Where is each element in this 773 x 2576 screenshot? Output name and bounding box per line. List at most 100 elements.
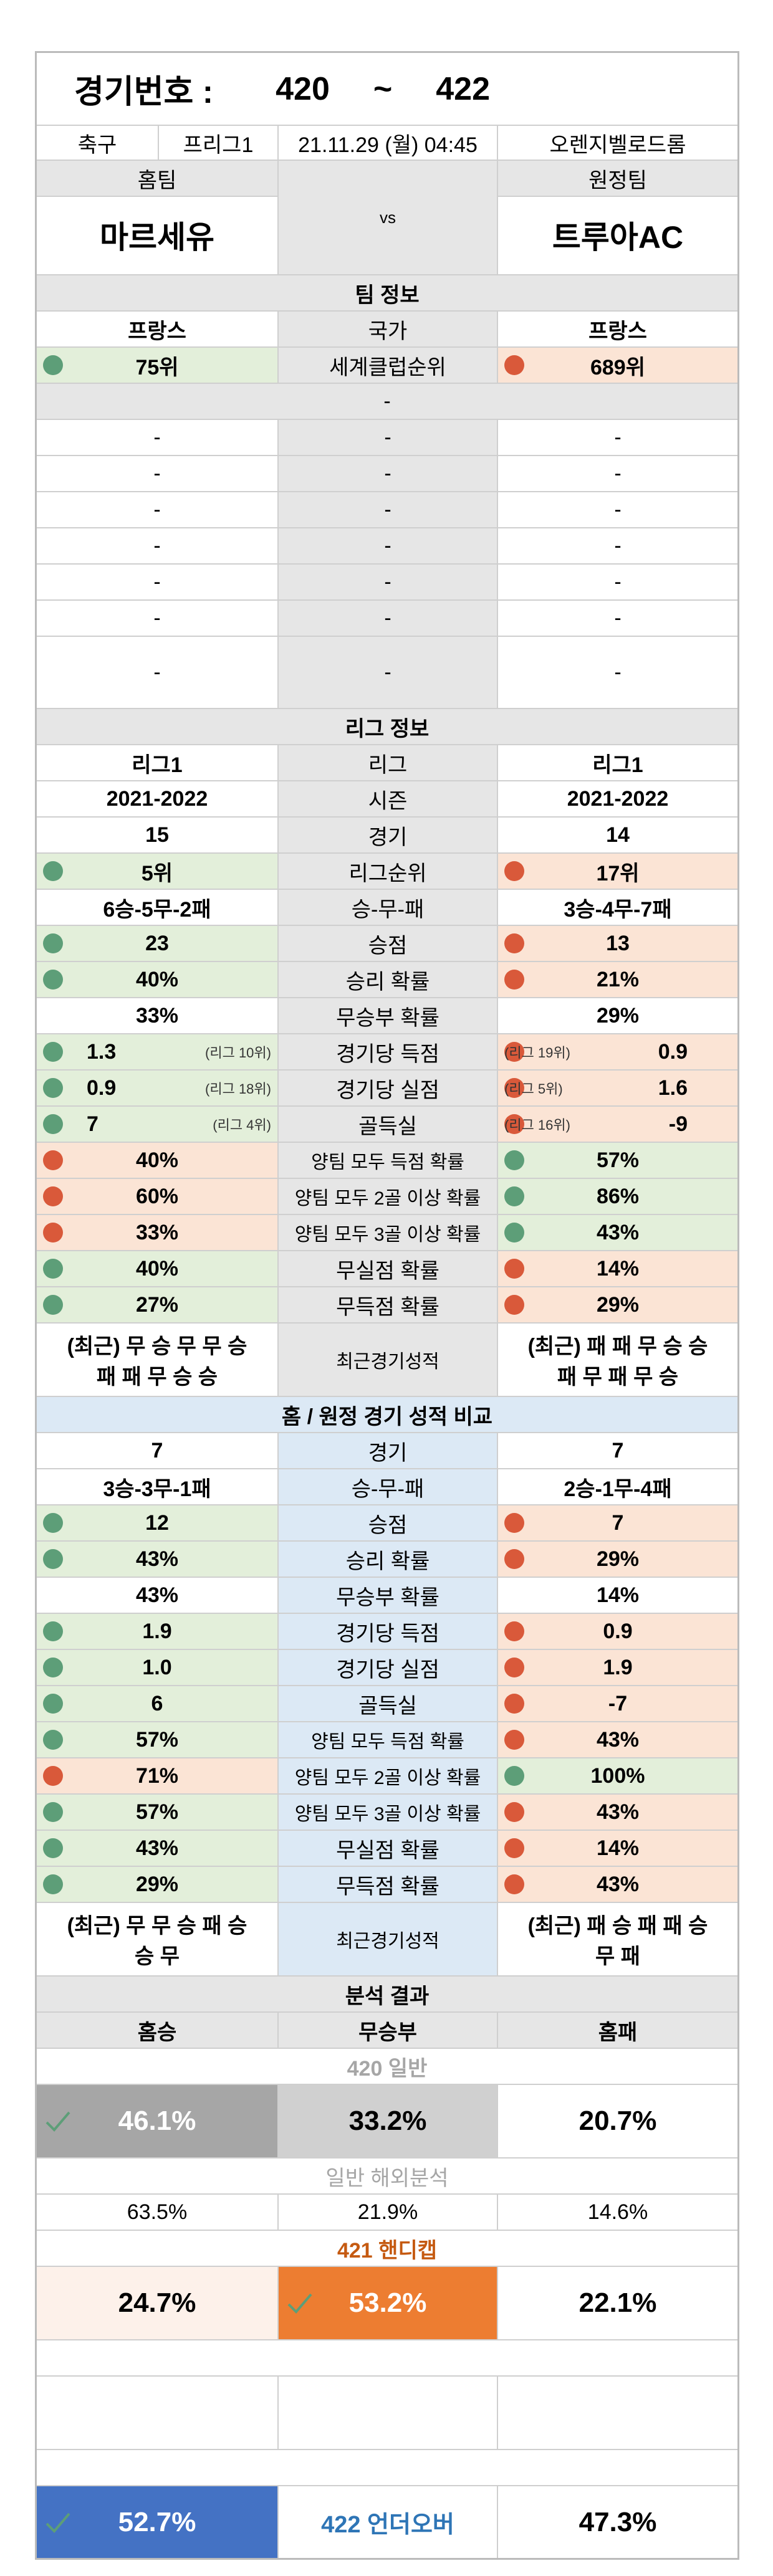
home-value: 1.9	[142, 1619, 172, 1643]
checkmark-icon	[287, 2293, 312, 2314]
away-value: 7	[612, 1510, 624, 1535]
away-value: 13	[606, 931, 630, 955]
red-dot-icon	[504, 1730, 524, 1750]
red-dot-icon	[504, 1078, 524, 1098]
label-dash: -	[279, 565, 498, 599]
green-dot-icon	[43, 1694, 63, 1714]
green-dot-icon	[504, 1223, 524, 1243]
green-dot-icon	[43, 861, 63, 881]
stat-row: 40% 무실점 확률 14%	[37, 1251, 737, 1287]
away-dash: -	[614, 606, 622, 630]
red-dot-icon	[43, 1223, 63, 1243]
stat-label: 경기당 득점	[279, 1614, 498, 1649]
stat-label: 양팀 모두 2골 이상 확률	[279, 1179, 498, 1214]
red-dot-icon	[504, 1259, 524, 1279]
stat-row: 57% 양팀 모두 3골 이상 확률 43%	[37, 1795, 737, 1831]
club-rank-label: 세계클럽순위	[279, 348, 498, 383]
away-value: 57%	[596, 1148, 640, 1172]
home-value: 33%	[135, 1003, 179, 1028]
stat-label: 무득점 확률	[279, 1287, 498, 1322]
home-club-rank: 75위	[135, 355, 179, 379]
green-dot-icon	[43, 933, 63, 953]
away-value: 29%	[596, 1292, 640, 1317]
home-dash: -	[37, 456, 279, 491]
handicap-draw: 53.2%	[348, 2287, 427, 2318]
empty-row	[37, 2377, 737, 2450]
venue: 오렌지벨로드롬	[549, 133, 686, 157]
green-dot-icon	[43, 1838, 63, 1858]
stat-row: (리그 4위) 7 골득실 (리그 16위) -9	[37, 1107, 737, 1143]
overseas-draw: 21.9%	[279, 2195, 498, 2230]
homeaway-recent-row: (최근) 무 무 승 패 승 승 무 최근경기성적 (최근) 패 승 패 패 승…	[37, 1903, 737, 1977]
away-value: 1.6	[658, 1076, 688, 1100]
home-dash: -	[37, 492, 279, 527]
label-dash: -	[279, 601, 498, 636]
green-dot-icon	[43, 1114, 63, 1134]
away-recent-line1: (최근) 패 패 무 승 승	[527, 1335, 708, 1358]
match-meta-row: 축구 프리그1 21.11.29 (월) 04:45 오렌지벨로드롬	[37, 126, 737, 161]
red-dot-icon	[504, 1549, 524, 1569]
stat-label: 리그순위	[279, 854, 498, 889]
green-dot-icon	[504, 1186, 524, 1206]
checkmark-icon	[46, 2512, 70, 2533]
away-dash: -	[614, 660, 622, 684]
away-value: 2021-2022	[567, 786, 669, 811]
versus-label: vs	[279, 161, 498, 274]
stat-row: 40% 승리 확률 21%	[37, 962, 737, 998]
home-dash: -	[37, 528, 279, 563]
stat-row: 71% 양팀 모두 2골 이상 확률 100%	[37, 1758, 737, 1795]
stat-row: 23 승점 13	[37, 926, 737, 962]
analysis-title: 분석 결과	[37, 1977, 737, 2011]
stat-row: 6승-5무-2패 승-무-패 3승-4무-7패	[37, 890, 737, 926]
stat-row: 57% 양팀 모두 득점 확률 43%	[37, 1722, 737, 1758]
home-value: 33%	[135, 1220, 179, 1244]
recent-label: 최근경기성적	[279, 1903, 498, 1975]
underover-row: 52.7% 422 언더오버 47.3%	[37, 2486, 737, 2560]
handicap-row: 24.7% 53.2% 22.1%	[37, 2267, 737, 2340]
team-info-title: 팀 정보	[37, 275, 737, 310]
away-value: 2승-1무-4패	[564, 1477, 672, 1501]
empty-info-row: ---	[37, 420, 737, 456]
home-value: 40%	[135, 1148, 179, 1172]
overseas-title: 일반 해외분석	[325, 2166, 449, 2190]
green-dot-icon	[43, 355, 63, 375]
match-number-label: 경기번호 :	[74, 74, 214, 110]
stat-label: 경기당 실점	[279, 1071, 498, 1105]
away-value: 0.9	[658, 1039, 688, 1064]
stat-row: (리그 10위) 1.3 경기당 득점 (리그 19위) 0.9	[37, 1034, 737, 1071]
match-sheet: 경기번호 : 420 ~ 422 축구 프리그1 21.11.29 (월) 04…	[35, 51, 739, 2560]
stat-label: 승-무-패	[279, 890, 498, 925]
stat-label: 경기	[279, 818, 498, 852]
home-league-rank-note: (리그 18위)	[205, 1081, 271, 1097]
teams-block: 홈팀 마르세유 vs 원정팀 트루아AC	[37, 161, 737, 275]
stat-row: 7 경기 7	[37, 1433, 737, 1469]
away-value: 43%	[596, 1220, 640, 1244]
stat-label: 경기당 득점	[279, 1034, 498, 1069]
red-dot-icon	[504, 970, 524, 990]
red-dot-icon	[43, 1150, 63, 1170]
empty-info-row: ---	[37, 601, 737, 637]
stat-row: 2021-2022 시즌 2021-2022	[37, 781, 737, 818]
stat-label: 골득실	[279, 1107, 498, 1142]
red-dot-icon	[504, 1802, 524, 1822]
away-league-rank-note: (리그 19위)	[504, 1045, 570, 1061]
home-recent-line1: (최근) 무 승 무 무 승	[67, 1335, 247, 1358]
green-dot-icon	[43, 1621, 63, 1641]
stat-row: 33% 무승부 확률 29%	[37, 998, 737, 1034]
under-value: 52.7%	[118, 2506, 196, 2537]
home-dash: -	[37, 420, 279, 455]
green-dot-icon	[43, 1730, 63, 1750]
green-dot-icon	[43, 1513, 63, 1533]
stat-label: 시즌	[279, 781, 498, 816]
away-value: 1.9	[603, 1655, 633, 1679]
away-league-rank-note: (리그 5위)	[504, 1081, 563, 1097]
red-dot-icon	[504, 1114, 524, 1134]
stat-row: 5위 리그순위 17위	[37, 854, 737, 890]
stat-row: 1.0 경기당 실점 1.9	[37, 1650, 737, 1686]
away-value: 43%	[596, 1727, 640, 1752]
home-value: 57%	[135, 1727, 179, 1752]
stat-row: 6 골득실 -7	[37, 1686, 737, 1722]
green-dot-icon	[43, 1549, 63, 1569]
col-draw: 무승부	[279, 2013, 498, 2048]
stat-label: 승-무-패	[279, 1469, 498, 1504]
